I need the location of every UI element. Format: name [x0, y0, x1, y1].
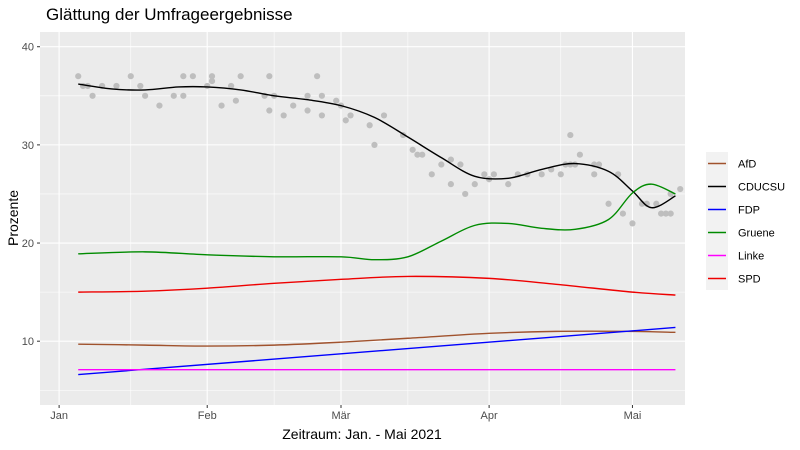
poll-point [481, 171, 488, 178]
poll-point [304, 92, 311, 99]
poll-point [643, 200, 650, 207]
poll-point [557, 171, 564, 178]
series-line-afd [78, 330, 676, 347]
poll-point [419, 151, 426, 158]
poll-point [280, 112, 287, 119]
poll-point [447, 156, 454, 163]
poll-point [667, 210, 674, 217]
series-lines [78, 83, 676, 376]
legend-label-afd: AfD [738, 159, 756, 171]
chart-title: Glättung der Umfrageergebnisse [46, 5, 293, 24]
y-axis-ticks: 10 20 30 40 [22, 42, 40, 348]
poll-point [127, 73, 134, 80]
y-tick-label: 30 [22, 140, 34, 152]
series-line-spd [78, 275, 676, 296]
series-line-fdp [78, 326, 676, 376]
y-tick-label: 10 [22, 336, 34, 348]
poll-point [142, 92, 149, 99]
poll-point [658, 210, 665, 217]
poll-point [471, 181, 478, 188]
legend-label-gruene: Gruene [738, 228, 775, 240]
poll-point [318, 92, 325, 99]
scatter-points [75, 73, 684, 227]
poll-point [232, 97, 239, 104]
poll-point [567, 131, 574, 139]
poll-point [572, 161, 579, 168]
poll-point [170, 92, 177, 99]
poll-point [490, 171, 497, 178]
poll-point [342, 117, 349, 124]
poll-point [204, 82, 211, 90]
poll-point [409, 146, 416, 153]
poll-point [414, 151, 421, 158]
poll-point [576, 151, 583, 158]
poll-point [89, 92, 96, 99]
poll-point [619, 210, 626, 217]
poll-point [380, 112, 388, 119]
y-axis-title: Prozente [5, 190, 21, 246]
poll-point [653, 200, 660, 207]
legend-label-linke: Linke [738, 251, 764, 263]
x-tick-label: Feb [198, 410, 217, 422]
poll-point [237, 73, 244, 80]
poll-point [428, 171, 435, 178]
x-tick-label: Mär [332, 410, 351, 422]
poll-point [208, 73, 216, 80]
poll-point [266, 73, 273, 80]
poll-point [318, 112, 325, 119]
poll-point [180, 73, 187, 80]
plot-panel [40, 32, 685, 405]
x-tick-label: Apr [481, 410, 498, 422]
poll-point [595, 161, 603, 168]
poll-point [304, 107, 311, 114]
poll-point [208, 77, 216, 85]
poll-point [438, 161, 445, 168]
x-axis-ticks: Jan Feb Mär Apr Mai [50, 405, 641, 422]
legend: AfD CDUCSU FDP Gruene Linke SPD [706, 152, 785, 290]
poll-point [347, 112, 354, 119]
poll-point [75, 73, 82, 80]
poll-point [447, 181, 454, 188]
x-axis-title: Zeitraum: Jan. - Mai 2021 [282, 426, 442, 442]
legend-label-spd: SPD [738, 274, 761, 286]
poll-point [180, 92, 187, 99]
poll-point [156, 102, 163, 109]
series-line-gruene [78, 183, 676, 261]
poll-point [218, 102, 225, 109]
poll-point [662, 210, 669, 217]
poll-point [137, 82, 144, 90]
poll-point [113, 82, 120, 90]
series-line-cducsu [78, 83, 676, 209]
poll-point [371, 141, 378, 148]
poll-point [538, 171, 545, 178]
poll-point [189, 73, 196, 80]
poll-point [605, 200, 612, 207]
x-tick-label: Jan [50, 410, 68, 422]
poll-point [366, 122, 373, 129]
y-tick-label: 40 [22, 42, 34, 54]
y-tick-label: 20 [22, 238, 34, 250]
legend-label-cducsu: CDUCSU [738, 182, 785, 194]
poll-point [462, 190, 469, 198]
poll-point [457, 161, 464, 168]
poll-point [266, 107, 273, 114]
poll-point [591, 171, 598, 178]
x-tick-label: Mai [624, 410, 642, 422]
poll-point [314, 73, 321, 80]
poll-point [677, 185, 684, 193]
poll-point [290, 102, 297, 109]
poll-point [629, 220, 636, 227]
poll-point [228, 82, 235, 90]
poll-point [505, 181, 512, 188]
legend-label-fdp: FDP [738, 205, 760, 217]
poll-point [333, 97, 340, 104]
